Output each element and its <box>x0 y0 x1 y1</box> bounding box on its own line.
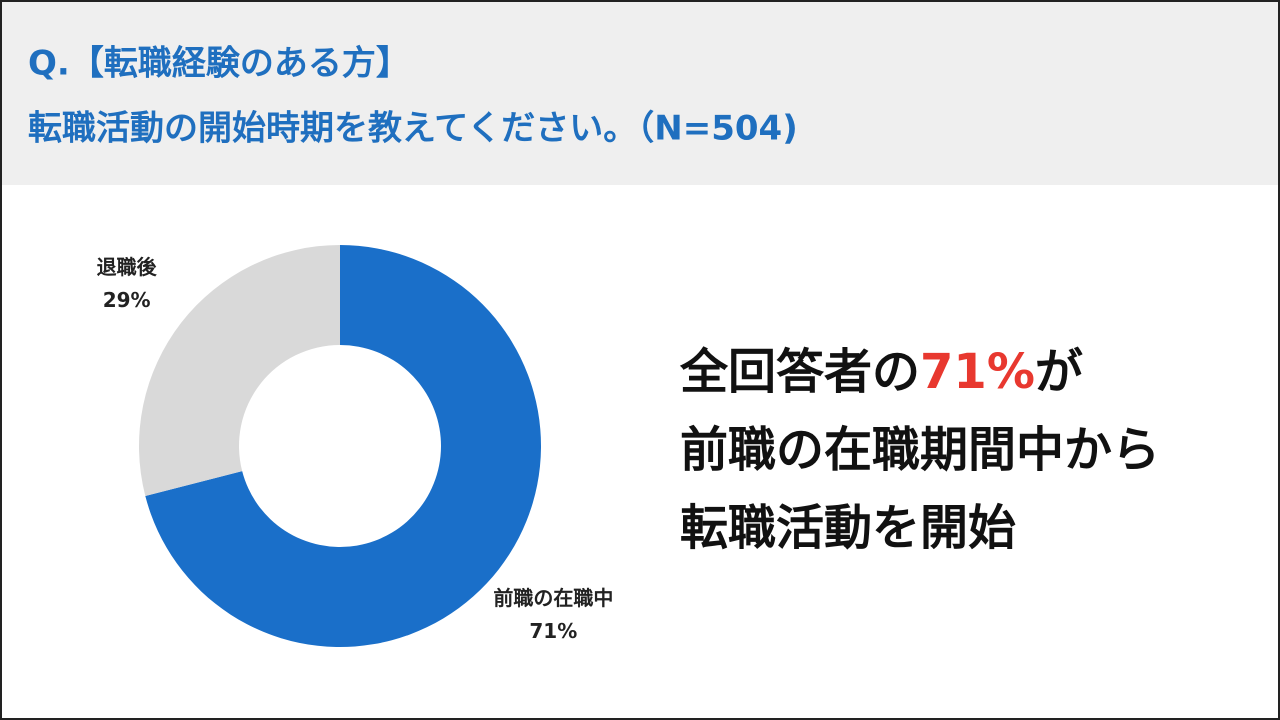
slice <box>145 245 541 647</box>
value-label: 71% <box>529 619 577 643</box>
slice <box>139 245 340 496</box>
annotation-part: が <box>1035 344 1083 400</box>
chart-subtitle: 転職活動の開始時期を教えてください。（N=504) <box>28 109 798 149</box>
annotation-part: 転職活動を開始 <box>680 500 1016 556</box>
annotation: 全回答者の71%が <box>679 344 1083 400</box>
chart-title: Q.【転職経験のある方】 <box>28 44 410 84</box>
value-label: 29% <box>103 288 151 312</box>
annotation-part: 前職の在職期間中から <box>680 422 1160 478</box>
slice-label: 前職の在職中 <box>493 586 613 610</box>
slice-label: 退職後 <box>97 255 158 279</box>
header <box>2 2 1278 185</box>
annotation: 転職活動を開始 <box>680 500 1016 556</box>
annotation-part: 71% <box>920 344 1035 400</box>
annotation: 前職の在職期間中から <box>680 422 1160 478</box>
annotation-part: 全回答者の <box>679 344 920 400</box>
